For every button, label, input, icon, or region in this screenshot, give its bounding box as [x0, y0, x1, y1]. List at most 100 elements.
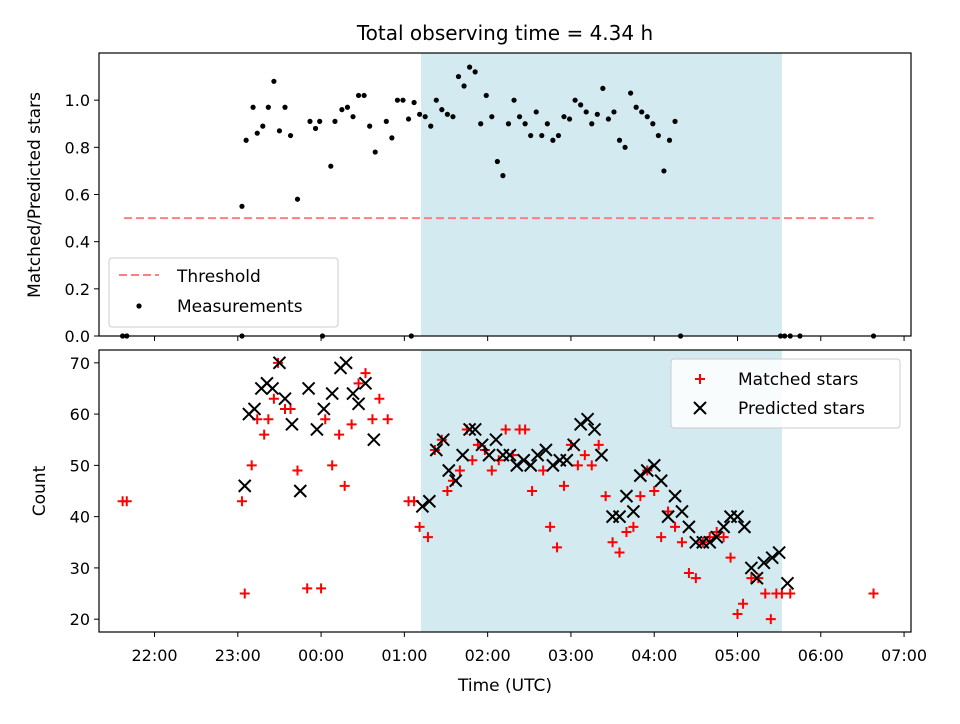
predicted-star-point	[546, 458, 560, 473]
ratio-y-tick-label: 0.0	[65, 327, 90, 346]
predicted-star-point	[661, 509, 675, 524]
matched-star-point	[486, 465, 497, 476]
measurement-point	[332, 118, 338, 124]
count-y-tick-label: 40	[70, 508, 90, 527]
measurement-point	[544, 121, 550, 127]
predicted-stars-points	[238, 356, 795, 590]
x-tick-label: 01:00	[381, 646, 427, 665]
measurement-point	[350, 114, 356, 120]
matched-stars-points	[117, 357, 879, 625]
predicted-star-point	[626, 504, 641, 519]
predicted-star-point	[765, 550, 779, 565]
measurement-point	[287, 132, 294, 139]
measurement-point	[455, 73, 462, 80]
matched-star-point	[121, 496, 132, 507]
matched-star-point	[635, 491, 646, 502]
matched-star-point	[711, 527, 722, 538]
measurement-point	[566, 116, 573, 122]
measurement-point	[616, 137, 623, 143]
predicted-star-point	[265, 381, 280, 396]
predicted-star-point	[272, 356, 287, 370]
measurement-point	[250, 104, 256, 110]
matched-star-point	[414, 521, 425, 532]
measurement-point	[417, 111, 423, 117]
predicted-star-point	[346, 386, 360, 401]
measurement-point	[271, 78, 277, 84]
measurement-point	[265, 104, 271, 110]
predicted-star-point	[780, 576, 795, 590]
measurement-point	[633, 104, 639, 110]
predicted-star-point	[703, 535, 717, 549]
predicted-star-point	[668, 489, 682, 503]
measurement-point	[600, 85, 606, 91]
matched-star-point	[614, 547, 625, 558]
matched-star-point	[334, 429, 345, 440]
measurement-point	[472, 69, 478, 75]
x-tick-label: 00:00	[298, 646, 344, 665]
matched-star-point	[382, 414, 393, 425]
measurement-point	[243, 137, 249, 143]
measurement-point	[478, 121, 484, 127]
measurements-legend-swatch	[136, 303, 142, 309]
measurement-point	[312, 125, 319, 132]
predicted-star-point	[587, 422, 602, 437]
measurement-point	[389, 135, 395, 141]
measurement-point	[467, 64, 473, 70]
predicted-star-point	[737, 520, 752, 534]
measurement-point	[528, 132, 534, 139]
matched-star-point	[259, 429, 270, 440]
matched-star-point	[239, 588, 250, 599]
measurement-point	[282, 104, 288, 110]
count-y-tick-label: 60	[70, 405, 90, 424]
measurement-point	[489, 114, 495, 120]
matched-star-point	[552, 542, 563, 553]
measurement-point	[339, 107, 345, 113]
measurement-point	[655, 132, 661, 139]
measurement-point	[639, 109, 645, 115]
measurement-point	[411, 99, 417, 106]
measurement-point	[433, 97, 439, 103]
x-tick-label: 06:00	[798, 646, 844, 665]
predicted-star-point	[750, 571, 764, 585]
matched-legend-swatch	[695, 374, 705, 384]
measurement-point	[500, 173, 506, 179]
matched-star-point	[572, 460, 583, 471]
x-tick-label: 03:00	[548, 646, 594, 665]
matched-star-point	[663, 506, 674, 517]
measurement-point	[294, 196, 301, 202]
predicted-star-point	[238, 479, 252, 493]
predicted-star-point	[482, 448, 496, 462]
matched-star-point	[738, 598, 749, 609]
measurement-points	[119, 64, 877, 339]
ratio-x-ticks	[154, 336, 905, 341]
matched-star-point	[593, 439, 604, 450]
measurement-point	[533, 109, 539, 115]
matched-star-point	[367, 414, 378, 425]
predicted-star-point	[510, 458, 524, 473]
measurement-point	[644, 114, 650, 120]
predicted-star-point	[367, 433, 381, 447]
matched-star-point	[353, 378, 364, 389]
predicted-star-point	[468, 422, 482, 437]
count-panel: 20 30 40 50 60 70 22:00 23:00 00:00 01:00 02:00 03…	[30, 349, 927, 696]
matched-star-point	[292, 465, 303, 476]
measurement-point	[328, 163, 334, 169]
ratio-legend: Threshold Measurements	[108, 257, 339, 328]
matched-star-point	[374, 393, 385, 404]
ratio-y-tick-label: 0.6	[65, 186, 90, 205]
matched-star-point	[621, 527, 632, 538]
matched-star-point	[676, 537, 687, 548]
count-y-tick-label: 50	[70, 456, 90, 475]
ratio-panel: 0.0 0.2 0.4 0.6 0.8 1.0 Total observing time …	[25, 21, 912, 346]
predicted-star-point	[654, 474, 668, 488]
predicted-star-point	[730, 509, 745, 524]
predicted-star-point	[489, 433, 503, 447]
measurement-point	[522, 121, 528, 127]
predicted-star-point	[709, 530, 724, 544]
predicted-star-point	[436, 433, 450, 447]
measurement-point	[307, 118, 313, 124]
predicted-star-point	[455, 448, 470, 462]
matched-star-point	[320, 414, 331, 425]
count-y-tick-label: 70	[70, 354, 90, 373]
measurement-point	[317, 118, 323, 124]
